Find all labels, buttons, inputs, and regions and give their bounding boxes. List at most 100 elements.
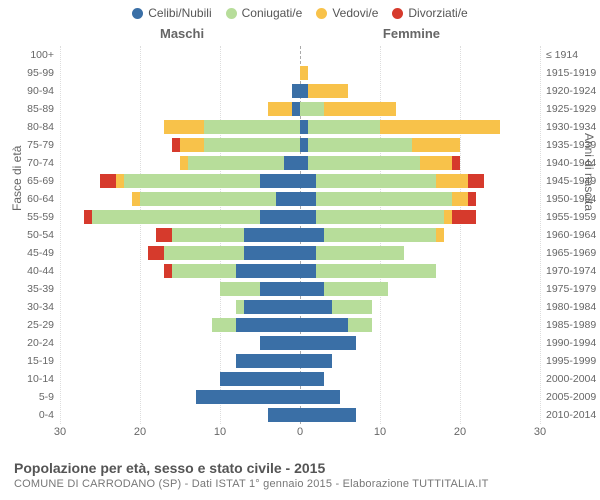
bar-segment <box>324 228 436 242</box>
birth-label: 1990-1994 <box>546 337 600 349</box>
age-row: 95-991915-1919 <box>60 64 540 82</box>
bar-segment <box>300 228 324 242</box>
bar-segment <box>420 156 452 170</box>
bar-male <box>60 354 300 368</box>
bar-segment <box>260 282 300 296</box>
bar-male <box>60 300 300 314</box>
label-female: Femmine <box>383 26 440 41</box>
age-row: 10-142000-2004 <box>60 370 540 388</box>
bar-female <box>300 300 540 314</box>
bar-male <box>60 210 300 224</box>
bar-segment <box>292 102 300 116</box>
age-label: 85-89 <box>6 103 54 115</box>
birth-label: 1960-1964 <box>546 229 600 241</box>
bar-segment <box>116 174 124 188</box>
age-row: 50-541960-1964 <box>60 226 540 244</box>
birth-label: 1940-1944 <box>546 157 600 169</box>
age-label: 25-29 <box>6 319 54 331</box>
bar-segment <box>172 264 236 278</box>
bar-segment <box>204 120 300 134</box>
bar-segment <box>268 408 300 422</box>
bar-segment <box>300 246 316 260</box>
bar-female <box>300 408 540 422</box>
bar-female <box>300 282 540 296</box>
age-row: 5-92005-2009 <box>60 388 540 406</box>
chart-subtitle: COMUNE DI CARRODANO (SP) - Dati ISTAT 1°… <box>14 478 586 490</box>
birth-label: 1935-1939 <box>546 139 600 151</box>
age-row: 35-391975-1979 <box>60 280 540 298</box>
bar-segment <box>436 174 468 188</box>
bar-segment <box>180 138 204 152</box>
birth-label: 1920-1924 <box>546 85 600 97</box>
bar-segment <box>300 102 324 116</box>
bar-segment <box>220 282 260 296</box>
birth-label: ≤ 1914 <box>546 49 600 61</box>
bar-male <box>60 282 300 296</box>
population-pyramid-chart: Celibi/NubiliConiugati/eVedovi/eDivorzia… <box>0 0 600 500</box>
bar-segment <box>468 174 484 188</box>
label-male: Maschi <box>160 26 204 41</box>
bar-segment <box>140 192 276 206</box>
birth-label: 1995-1999 <box>546 355 600 367</box>
birth-label: 1980-1984 <box>546 301 600 313</box>
bar-segment <box>300 120 308 134</box>
bar-segment <box>244 246 300 260</box>
bar-segment <box>300 210 316 224</box>
bar-segment <box>348 318 372 332</box>
bar-segment <box>156 228 172 242</box>
bar-female <box>300 390 540 404</box>
bar-segment <box>172 228 244 242</box>
age-label: 70-74 <box>6 157 54 169</box>
bar-segment <box>132 192 140 206</box>
legend-label: Divorziati/e <box>408 6 467 20</box>
bar-segment <box>300 300 332 314</box>
age-row: 55-591955-1959 <box>60 208 540 226</box>
legend-item: Coniugati/e <box>226 6 303 20</box>
bar-segment <box>316 174 436 188</box>
age-label: 15-19 <box>6 355 54 367</box>
bar-female <box>300 66 540 80</box>
bar-segment <box>308 138 412 152</box>
x-tick: 30 <box>534 426 546 438</box>
chart-title: Popolazione per età, sesso e stato civil… <box>14 460 586 476</box>
birth-label: 1925-1929 <box>546 103 600 115</box>
bar-segment <box>332 300 372 314</box>
bar-segment <box>276 192 300 206</box>
bar-segment <box>164 264 172 278</box>
age-row: 80-841930-1934 <box>60 118 540 136</box>
age-label: 35-39 <box>6 283 54 295</box>
age-row: 25-291985-1989 <box>60 316 540 334</box>
age-label: 55-59 <box>6 211 54 223</box>
birth-label: 1955-1959 <box>546 211 600 223</box>
bar-male <box>60 336 300 350</box>
age-label: 80-84 <box>6 121 54 133</box>
x-tick: 20 <box>454 426 466 438</box>
legend-swatch <box>226 8 237 19</box>
bar-male <box>60 120 300 134</box>
age-label: 5-9 <box>6 391 54 403</box>
bar-male <box>60 84 300 98</box>
bar-segment <box>452 156 460 170</box>
bar-rows: 100+≤ 191495-991915-191990-941920-192485… <box>60 46 540 424</box>
age-label: 50-54 <box>6 229 54 241</box>
bar-female <box>300 246 540 260</box>
bar-female <box>300 210 540 224</box>
bar-female <box>300 156 540 170</box>
age-label: 60-64 <box>6 193 54 205</box>
age-label: 95-99 <box>6 67 54 79</box>
bar-segment <box>300 318 348 332</box>
bar-segment <box>260 210 300 224</box>
bar-segment <box>380 120 500 134</box>
legend-item: Vedovi/e <box>316 6 378 20</box>
bar-segment <box>236 318 300 332</box>
bar-segment <box>100 174 116 188</box>
age-label: 20-24 <box>6 337 54 349</box>
bar-segment <box>300 84 308 98</box>
bar-segment <box>124 174 260 188</box>
bar-male <box>60 318 300 332</box>
bar-segment <box>164 120 204 134</box>
bar-male <box>60 174 300 188</box>
birth-label: 2005-2009 <box>546 391 600 403</box>
age-label: 0-4 <box>6 409 54 421</box>
age-label: 45-49 <box>6 247 54 259</box>
